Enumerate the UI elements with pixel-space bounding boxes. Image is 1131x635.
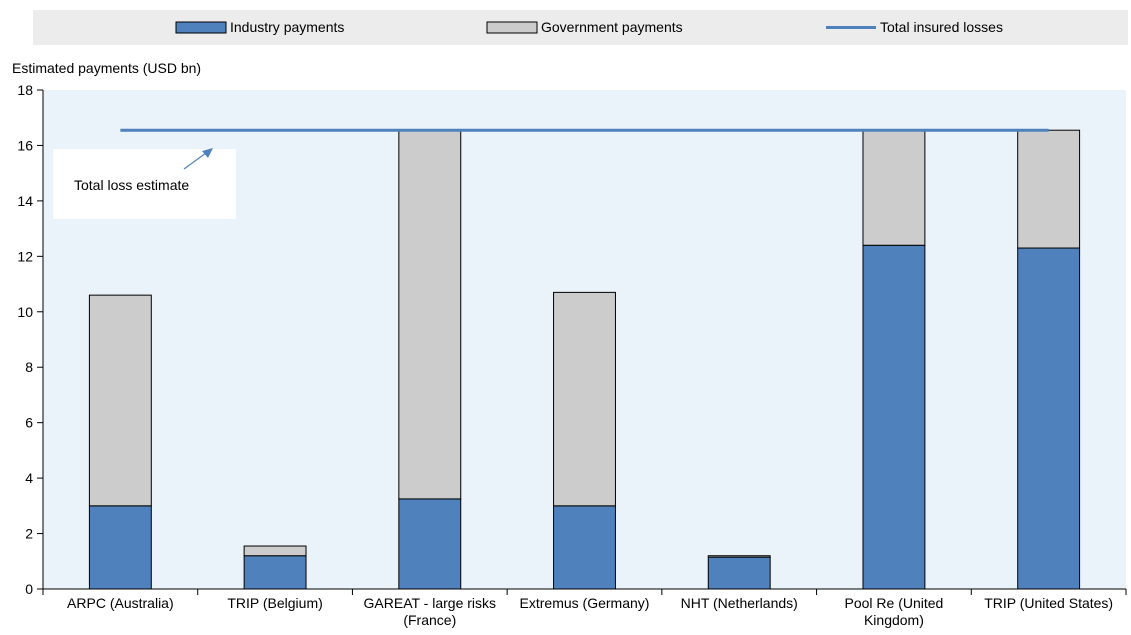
- y-tick-label: 12: [17, 248, 33, 264]
- axes-layer: 0 2 4 6 8 10 12 14 16 18 ARPC (Australia) TRIP (Bel…: [17, 82, 1127, 628]
- y-tick-label: 18: [17, 82, 33, 98]
- y-tick-label: 14: [17, 193, 33, 209]
- industry-bar-5: [707, 556, 771, 590]
- government-bar-5: [707, 555, 771, 558]
- bars-layer: [88, 129, 1081, 590]
- x-category-label: ARPC (Australia): [67, 595, 174, 611]
- x-category-label: Pool Re (United Kingdom): [845, 595, 944, 628]
- industry-bar-1: [88, 505, 152, 590]
- annotation-arrow-head: [202, 148, 213, 158]
- x-category-label: TRIP (Belgium): [227, 595, 322, 611]
- x-category-label: Extremus (Germany): [520, 595, 650, 611]
- legend-label-industry: Industry payments: [230, 19, 344, 35]
- industry-bar-4: [553, 505, 616, 590]
- industry-bar-7: [1017, 247, 1081, 590]
- industry-bar-6: [862, 244, 926, 590]
- government-bar-1: [88, 294, 152, 507]
- annotation-text: Total loss estimate: [74, 177, 189, 193]
- y-tick-label: 4: [25, 470, 33, 486]
- x-category-label: GAREAT - large risks (France): [364, 595, 497, 628]
- x-category-label: NHT (Netherlands): [681, 595, 798, 611]
- government-bar-7: [1017, 129, 1081, 249]
- industry-bar-2: [243, 555, 307, 590]
- government-bar-4: [553, 291, 616, 507]
- legend: Industry payments Government payments To…: [33, 10, 1128, 45]
- y-tick-label: 8: [25, 359, 33, 375]
- y-tick-label: 0: [25, 581, 33, 597]
- y-axis-title: Estimated payments (USD bn): [12, 60, 201, 76]
- legend-swatch-industry: [175, 21, 227, 34]
- government-bar-3: [398, 129, 462, 500]
- government-bar-6: [862, 129, 926, 246]
- y-tick-label: 2: [25, 526, 33, 542]
- industry-bar-3: [398, 498, 462, 590]
- annotation-arrow-line: [183, 152, 207, 170]
- y-tick-label: 16: [17, 137, 33, 153]
- legend-label-total: Total insured losses: [880, 19, 1003, 35]
- legend-swatch-government: [486, 21, 538, 34]
- y-tick-label: 6: [25, 415, 33, 431]
- government-bar-2: [243, 545, 307, 557]
- y-tick-label: 10: [17, 304, 33, 320]
- annotation-box: [53, 149, 236, 219]
- legend-label-government: Government payments: [541, 19, 683, 35]
- x-category-label: TRIP (United States): [984, 595, 1113, 611]
